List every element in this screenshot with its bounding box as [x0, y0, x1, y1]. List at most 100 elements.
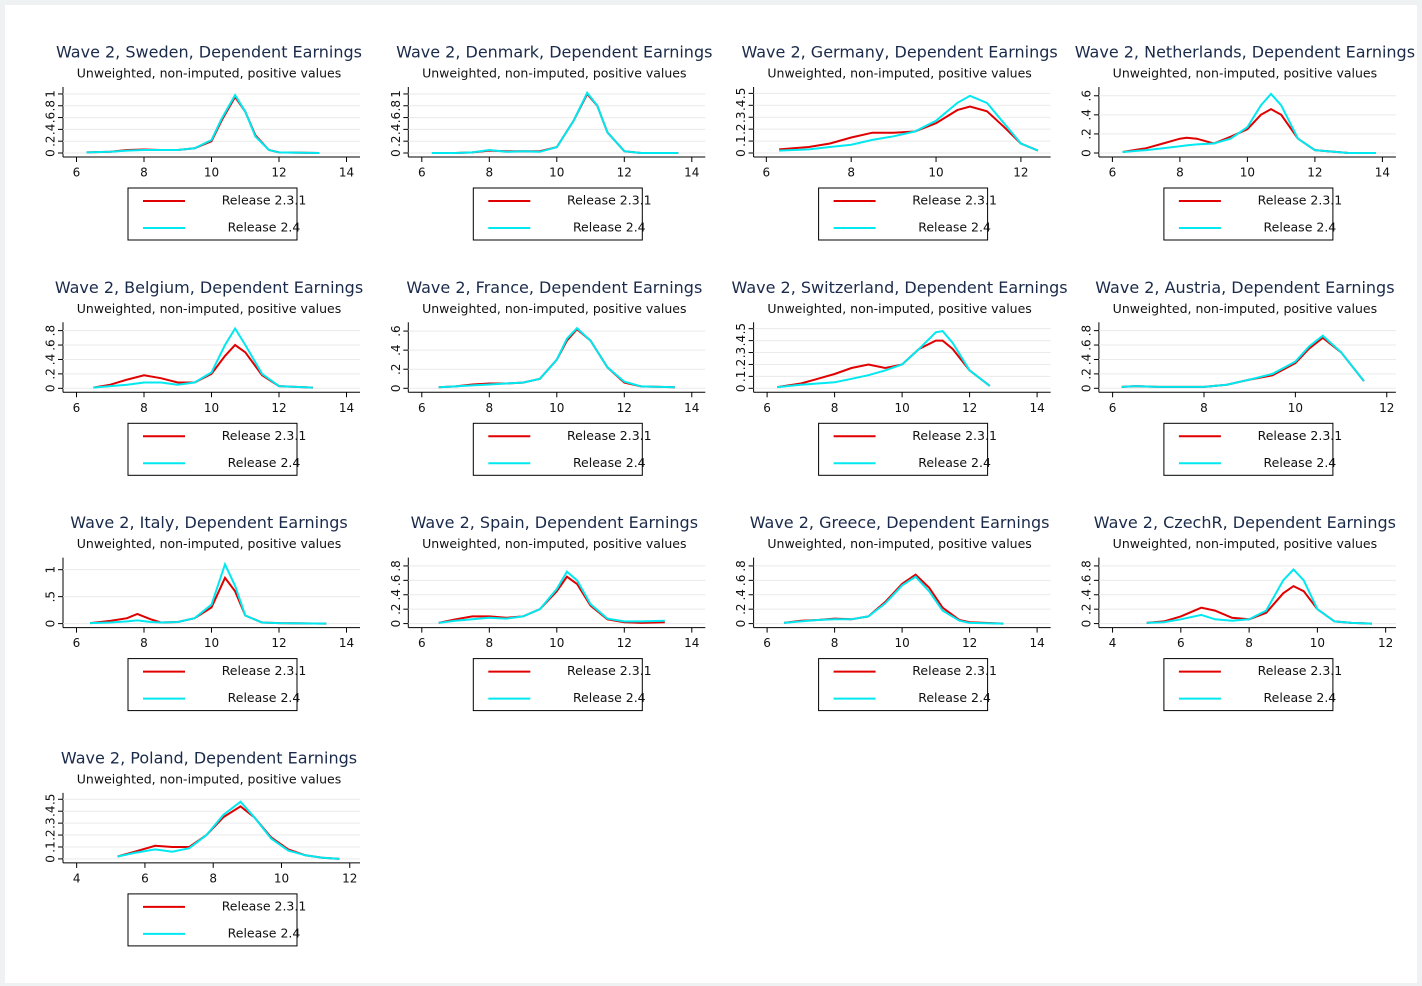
y-tick-label: .6	[734, 575, 748, 586]
x-tick-label: 10	[549, 166, 564, 180]
x-tick-label: 6	[418, 401, 426, 415]
x-tick-label: 8	[485, 166, 493, 180]
y-tick-label: .4	[44, 805, 58, 816]
x-tick-label: 8	[831, 636, 839, 650]
panel: Wave 2, Greece, Dependent Earnings Unweig…	[734, 513, 1051, 712]
y-tick-label: 0	[389, 149, 403, 157]
y-tick-label: 0	[44, 149, 58, 157]
x-tick-label: 10	[1240, 166, 1255, 180]
x-tick-label: 6	[73, 636, 81, 650]
x-tick-label: 6	[1109, 166, 1117, 180]
y-tick-label: 0	[389, 384, 403, 392]
x-tick-label: 8	[1245, 636, 1253, 650]
legend-label: Release 2.3.1	[1258, 193, 1343, 208]
y-tick-label: .2	[1079, 603, 1093, 614]
x-tick-label: 8	[485, 636, 493, 650]
y-tick-label: .2	[389, 363, 403, 374]
y-tick-label: .2	[44, 135, 58, 146]
y-tick-label: .4	[44, 354, 58, 365]
y-tick-label: .4	[1079, 589, 1093, 600]
x-tick-label: 10	[549, 636, 564, 650]
y-tick-label: .8	[1079, 560, 1093, 571]
legend-box	[818, 658, 989, 712]
chart-title: Wave 2, France, Dependent Earnings	[406, 278, 702, 297]
chart-title: Wave 2, Switzerland, Dependent Earnings	[732, 278, 1068, 297]
x-tick-label: 6	[1109, 401, 1117, 415]
series-line	[777, 339, 991, 389]
legend-label: Release 2.3.1	[222, 898, 307, 913]
chart-title: Wave 2, Austria, Dependent Earnings	[1095, 278, 1394, 297]
x-tick-label: 8	[140, 636, 148, 650]
legend-label: Release 2.3.1	[567, 663, 652, 678]
x-tick-label: 14	[339, 636, 354, 650]
x-tick-label: 10	[549, 401, 564, 415]
y-tick-label: .4	[734, 335, 748, 346]
panel: Wave 2, CzechR, Dependent Earnings Unweig…	[1079, 513, 1396, 712]
x-tick-label: 14	[339, 166, 354, 180]
panel: Wave 2, Italy, Dependent Earnings Unweigh…	[44, 513, 360, 712]
x-tick-label: 12	[617, 636, 632, 650]
legend-label: Release 2.4	[918, 220, 991, 235]
x-tick-label: 12	[1379, 401, 1394, 415]
y-tick-label: .6	[389, 575, 403, 586]
chart-title: Wave 2, Belgium, Dependent Earnings	[55, 278, 363, 297]
legend-box	[472, 187, 643, 241]
x-tick-label: 8	[1200, 401, 1208, 415]
x-tick-label: 10	[1288, 401, 1303, 415]
y-tick-label: 1	[44, 90, 58, 98]
panel: Wave 2, Poland, Dependent Earnings Unweig…	[44, 748, 360, 947]
legend-label: Release 2.3.1	[912, 193, 997, 208]
y-tick-label: .2	[734, 603, 748, 614]
y-tick-label: 0	[44, 384, 58, 392]
legend-label: Release 2.4	[1264, 690, 1337, 705]
series-line	[89, 561, 327, 625]
y-tick-label: .1	[734, 371, 748, 382]
legend-label: Release 2.3.1	[912, 663, 997, 678]
x-tick-label: 8	[847, 166, 855, 180]
y-tick-label: .1	[44, 841, 58, 852]
chart-subtitle: Unweighted, non-imputed, positive values	[77, 66, 341, 81]
y-tick-label: .3	[734, 112, 748, 123]
chart-subtitle: Unweighted, non-imputed, positive values	[77, 301, 341, 316]
y-tick-label: .4	[734, 100, 748, 111]
y-tick-label: 0	[734, 384, 748, 392]
chart-subtitle: Unweighted, non-imputed, positive values	[767, 301, 1031, 316]
x-tick-label: 12	[271, 166, 286, 180]
x-tick-label: 14	[684, 166, 699, 180]
legend-box	[1163, 187, 1334, 241]
y-tick-label: .3	[734, 347, 748, 358]
y-tick-label: 0	[1079, 384, 1093, 392]
y-tick-label: .5	[734, 88, 748, 99]
chart-title: Wave 2, Italy, Dependent Earnings	[70, 513, 347, 532]
legend-label: Release 2.4	[1264, 220, 1337, 235]
y-tick-label: .4	[1079, 109, 1093, 120]
panel: Wave 2, Switzerland, Dependent Earnings U…	[732, 278, 1068, 476]
legend-label: Release 2.3.1	[1258, 663, 1343, 678]
y-tick-label: .1	[734, 135, 748, 146]
x-tick-label: 12	[271, 636, 286, 650]
x-tick-label: 6	[763, 166, 771, 180]
legend-label: Release 2.4	[228, 690, 301, 705]
y-tick-label: 1	[44, 566, 58, 574]
legend-box	[472, 422, 643, 476]
y-tick-label: .2	[1079, 128, 1093, 139]
x-tick-label: 8	[1176, 166, 1184, 180]
y-tick-label: 0	[44, 620, 58, 628]
legend-label: Release 2.4	[573, 220, 646, 235]
x-tick-label: 12	[1307, 166, 1322, 180]
y-tick-label: .4	[1079, 354, 1093, 365]
legend-label: Release 2.4	[918, 690, 991, 705]
x-tick-label: 6	[418, 166, 426, 180]
y-tick-label: 1	[389, 90, 403, 98]
x-tick-label: 14	[1029, 636, 1044, 650]
legend-box	[127, 187, 298, 241]
y-tick-label: .2	[44, 368, 58, 379]
x-tick-label: 14	[684, 401, 699, 415]
chart-subtitle: Unweighted, non-imputed, positive values	[422, 301, 686, 316]
y-tick-label: .8	[389, 560, 403, 571]
series-line	[1122, 92, 1376, 154]
x-tick-label: 8	[209, 871, 217, 885]
y-tick-label: 0	[44, 855, 58, 863]
panel: Wave 2, Austria, Dependent Earnings Unwei…	[1079, 278, 1396, 476]
